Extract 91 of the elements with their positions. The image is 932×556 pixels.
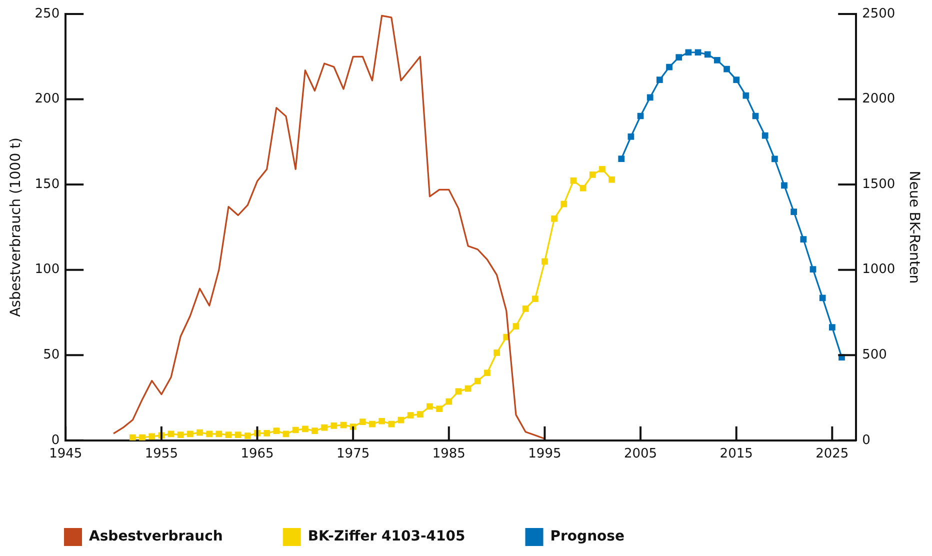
y-axis-title: Asbestverbrauch (1000 t)	[8, 137, 24, 317]
point	[532, 296, 538, 302]
point	[206, 430, 213, 438]
x-tick-label: 1985	[432, 446, 466, 462]
legend-label: BK-Ziffer 4103-4105	[308, 528, 466, 545]
point	[446, 398, 452, 405]
point	[168, 430, 174, 438]
point	[302, 426, 308, 432]
point	[474, 378, 481, 384]
legend-label: Asbestverbrauch	[89, 528, 223, 545]
point	[742, 92, 750, 99]
point	[196, 429, 203, 436]
point	[781, 182, 788, 189]
y2-tick-label: 500	[862, 347, 887, 362]
point	[378, 418, 385, 424]
point	[130, 434, 136, 440]
point	[733, 76, 740, 84]
legend-label: Prognose	[550, 528, 624, 545]
point	[273, 428, 280, 434]
point	[656, 76, 663, 84]
x-tick-label: 2015	[720, 446, 753, 462]
point	[819, 294, 826, 302]
point	[570, 177, 577, 184]
point	[416, 411, 424, 418]
point	[388, 420, 395, 428]
x-tick-label: 2005	[624, 446, 658, 462]
y-tick-label: 150	[34, 176, 60, 192]
point	[426, 403, 433, 410]
point	[599, 166, 606, 172]
point	[244, 432, 251, 439]
point	[494, 350, 500, 356]
y2-tick-label: 1500	[862, 176, 896, 192]
point	[398, 416, 404, 424]
y-tick-label: 0	[51, 432, 60, 448]
point	[522, 306, 529, 312]
y2-tick-label: 2000	[862, 92, 896, 107]
x-tick-label: 1945	[49, 446, 82, 462]
y-tick-label: 200	[34, 92, 60, 107]
point	[312, 428, 318, 434]
point	[694, 49, 702, 56]
point	[292, 426, 299, 434]
point	[407, 412, 414, 419]
point	[666, 64, 672, 70]
point	[762, 132, 768, 139]
point	[800, 236, 807, 242]
point	[321, 424, 328, 431]
x-tick-label: 1995	[528, 446, 562, 462]
point	[282, 430, 290, 438]
point	[225, 432, 232, 438]
point	[676, 54, 682, 61]
point	[551, 215, 558, 222]
y-tick-label: 50	[43, 347, 60, 362]
y2-tick-label: 0	[862, 432, 870, 448]
x-tick-label: 1965	[240, 446, 274, 462]
point	[512, 323, 520, 330]
point	[580, 184, 586, 192]
point	[216, 430, 222, 438]
y-tick-label: 100	[34, 262, 60, 278]
y2-tick-label: 1000	[862, 262, 896, 278]
point	[139, 434, 146, 440]
point	[264, 430, 270, 436]
point	[359, 418, 366, 425]
point	[484, 370, 490, 376]
point	[177, 432, 184, 438]
point	[628, 133, 634, 140]
point	[810, 266, 816, 273]
point	[542, 258, 548, 265]
point	[589, 171, 596, 178]
point	[186, 430, 194, 438]
point	[724, 66, 730, 72]
x-tick-label: 1975	[336, 446, 370, 462]
point	[234, 432, 242, 438]
x-tick-label: 1955	[144, 446, 178, 462]
point	[436, 406, 442, 412]
point	[704, 51, 711, 58]
x-tick-label: 2025	[816, 446, 849, 462]
point	[369, 420, 376, 428]
point	[618, 156, 625, 162]
y2-tick-label: 2500	[862, 6, 896, 22]
point	[790, 208, 798, 216]
point	[330, 422, 338, 429]
point	[608, 176, 615, 183]
point	[560, 200, 568, 208]
point	[828, 324, 836, 330]
point	[148, 433, 156, 440]
y-tick-label: 250	[34, 6, 60, 22]
point	[685, 49, 692, 56]
point	[771, 156, 778, 162]
point	[646, 94, 654, 101]
point	[714, 57, 720, 64]
y2-axis-title: Neue BK-Renten	[906, 170, 922, 284]
